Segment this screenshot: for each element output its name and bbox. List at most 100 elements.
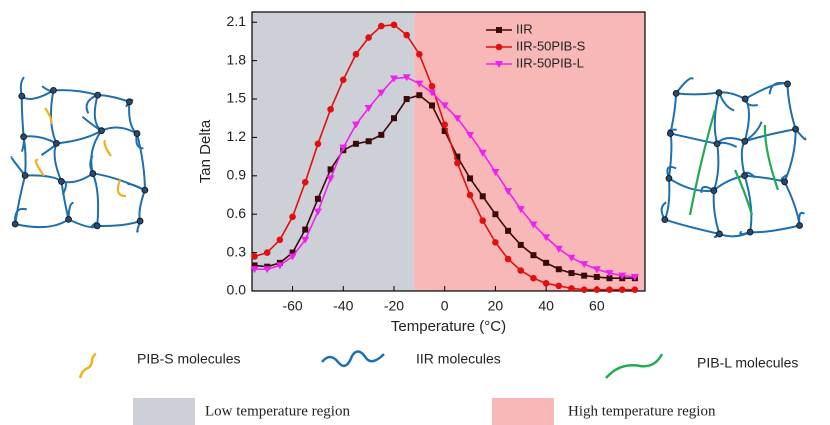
marker: [630, 273, 639, 281]
marker: [504, 188, 513, 196]
region-label: Low temperature region: [205, 403, 350, 419]
marker: [390, 115, 397, 122]
marker: [289, 213, 296, 221]
marker: [516, 206, 525, 214]
crosslink: [716, 230, 723, 238]
marker: [593, 286, 601, 294]
marker: [314, 195, 321, 202]
chain: [91, 173, 100, 226]
chain: [10, 156, 26, 177]
marker: [263, 249, 271, 256]
marker: [542, 280, 550, 287]
marker: [351, 121, 360, 129]
marker: [631, 286, 639, 294]
marker: [428, 89, 437, 97]
marker: [441, 128, 448, 135]
marker: [276, 236, 284, 244]
x-tick-label: -60: [282, 298, 302, 314]
x-tick-label: 60: [589, 298, 605, 314]
crosslink: [741, 137, 749, 145]
marker: [454, 153, 461, 160]
marker: [390, 21, 398, 29]
marker: [606, 275, 613, 282]
y-tick-label: 0.9: [227, 167, 247, 183]
marker: [581, 272, 588, 279]
marker: [327, 166, 334, 173]
x-tick-label: -40: [333, 298, 353, 314]
chain: [669, 93, 678, 134]
marker: [530, 274, 537, 282]
x-tick-label: 40: [538, 298, 554, 314]
chain: [712, 190, 721, 235]
marker: [580, 286, 588, 294]
chain: [667, 133, 673, 179]
crosslink: [792, 125, 799, 133]
marker: [517, 267, 525, 274]
chain: [138, 189, 146, 222]
crosslink: [746, 228, 754, 236]
marker: [479, 217, 487, 224]
chain: [93, 94, 103, 132]
crosslink: [50, 86, 57, 94]
y-tick-label: 1.2: [227, 128, 247, 144]
crosslink: [741, 172, 748, 180]
crosslink: [781, 178, 788, 186]
marker: [288, 253, 297, 261]
y-axis-title: Tan Delta: [197, 119, 214, 183]
marker: [251, 253, 258, 260]
chain: [740, 140, 746, 176]
marker: [314, 140, 322, 148]
marker: [491, 168, 500, 176]
crosslink: [11, 220, 19, 228]
marker: [301, 236, 310, 244]
crosslink: [741, 95, 749, 103]
crosslink: [98, 127, 105, 135]
marker: [403, 31, 410, 39]
crosslink: [665, 174, 673, 182]
marker: [251, 262, 258, 269]
y-tick-label: 0.3: [227, 243, 247, 259]
marker: [377, 89, 386, 97]
marker: [606, 286, 613, 294]
chain: [97, 94, 130, 103]
marker: [416, 50, 423, 58]
plot-frame: [251, 11, 646, 292]
marker: [365, 138, 372, 145]
chain: [670, 132, 718, 145]
crosslink: [710, 187, 718, 194]
marker: [453, 115, 462, 123]
chain: [675, 77, 694, 94]
marker: [365, 34, 372, 41]
crosslink: [715, 89, 723, 97]
iir-icon: [321, 350, 385, 368]
marker: [592, 266, 601, 274]
chain: [90, 130, 103, 174]
marker: [479, 193, 486, 200]
chain: [744, 174, 785, 183]
crosslink: [133, 130, 141, 137]
marker: [568, 270, 575, 277]
crosslink: [65, 216, 72, 223]
marker: [326, 175, 335, 183]
chain: [783, 129, 797, 183]
chain: [53, 89, 98, 97]
marker: [593, 273, 600, 280]
chain: [20, 96, 25, 137]
marker: [580, 261, 589, 269]
chain: [61, 172, 94, 184]
chain: [664, 218, 720, 235]
chain: [97, 220, 141, 227]
marker: [428, 82, 436, 90]
marker: [554, 245, 563, 253]
chain: [743, 175, 753, 233]
marker: [492, 239, 499, 246]
marker: [505, 227, 512, 234]
pib-l-icon: [605, 353, 664, 379]
chain: [786, 83, 797, 130]
chain: [53, 143, 63, 182]
molecule-label: PIB-S molecules: [137, 351, 240, 367]
chain: [676, 91, 720, 96]
crosslink: [136, 217, 144, 225]
marker: [378, 22, 385, 30]
